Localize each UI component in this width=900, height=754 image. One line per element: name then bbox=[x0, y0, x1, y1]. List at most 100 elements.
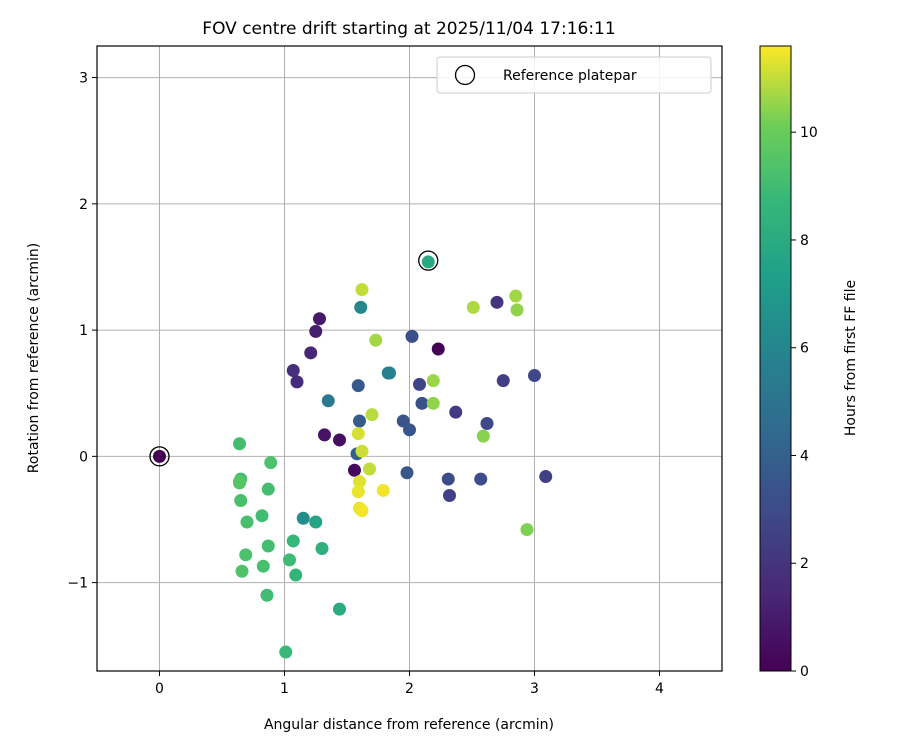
data-point bbox=[528, 369, 541, 383]
colorbar-gradient bbox=[759, 45, 792, 672]
colorbar-tick-label: 8 bbox=[800, 233, 809, 249]
chart-title: FOV centre drift starting at 2025/11/04 … bbox=[202, 19, 615, 39]
data-point bbox=[355, 444, 369, 458]
data-point bbox=[233, 475, 246, 489]
data-point bbox=[304, 346, 318, 360]
data-point bbox=[496, 374, 510, 388]
data-point bbox=[240, 515, 254, 529]
data-point bbox=[369, 333, 383, 347]
data-point bbox=[261, 482, 275, 496]
data-point bbox=[233, 437, 246, 451]
data-point bbox=[351, 427, 365, 441]
data-point bbox=[490, 295, 504, 309]
data-point bbox=[354, 300, 368, 314]
data-point bbox=[415, 396, 429, 410]
data-point bbox=[261, 539, 275, 553]
data-point bbox=[480, 417, 494, 431]
colorbar-ticks: 0 2 4 6 8 10 bbox=[791, 125, 818, 680]
data-point bbox=[264, 456, 278, 470]
data-point bbox=[405, 329, 419, 343]
data-point bbox=[256, 559, 270, 573]
colorbar-tick-label: 4 bbox=[800, 448, 809, 464]
data-point bbox=[286, 363, 300, 377]
data-point bbox=[400, 466, 414, 480]
x-axis-label: Angular distance from reference (arcmin) bbox=[264, 717, 554, 733]
colorbar-tick-label: 10 bbox=[800, 125, 818, 141]
x-tick-label: 0 bbox=[155, 681, 164, 697]
x-tick-label: 2 bbox=[405, 681, 414, 697]
colorbar-tick-label: 0 bbox=[800, 664, 809, 680]
reference-platepar-marker bbox=[149, 446, 170, 467]
data-point bbox=[351, 379, 365, 393]
data-point bbox=[403, 423, 416, 437]
data-point bbox=[431, 342, 445, 356]
y-tick-label: 3 bbox=[79, 71, 88, 87]
data-point bbox=[260, 588, 274, 602]
legend-label: Reference platepar bbox=[503, 68, 637, 84]
data-point bbox=[476, 429, 490, 443]
colorbar-label: Hours from first FF file bbox=[843, 280, 859, 436]
data-point bbox=[441, 472, 455, 486]
data-point bbox=[381, 366, 395, 380]
data-point bbox=[290, 375, 304, 389]
data-point bbox=[365, 408, 379, 422]
data-point bbox=[235, 564, 249, 578]
data-point bbox=[239, 548, 253, 562]
data-point bbox=[509, 289, 523, 303]
y-axis-label: Rotation from reference (arcmin) bbox=[26, 243, 42, 473]
legend: Reference platepar bbox=[436, 56, 712, 94]
y-tick-label: 2 bbox=[79, 197, 88, 213]
y-tick-label: 0 bbox=[79, 449, 88, 465]
grid-lines bbox=[97, 46, 722, 671]
data-point bbox=[296, 511, 310, 525]
data-point bbox=[313, 312, 326, 326]
reference-markers bbox=[149, 250, 439, 467]
legend-marker-icon bbox=[454, 64, 476, 86]
data-point bbox=[520, 523, 534, 537]
data-point bbox=[353, 414, 366, 428]
data-point bbox=[443, 488, 456, 502]
colorbar-tick-label: 6 bbox=[800, 341, 809, 357]
data-point bbox=[426, 374, 440, 388]
data-point bbox=[315, 542, 329, 556]
data-point bbox=[255, 509, 269, 523]
y-tick-label: 1 bbox=[79, 323, 88, 339]
data-point bbox=[510, 303, 524, 317]
data-points bbox=[153, 255, 553, 659]
data-point bbox=[413, 377, 426, 391]
data-point bbox=[421, 255, 435, 269]
data-point bbox=[333, 602, 346, 616]
data-point bbox=[348, 463, 361, 477]
data-point bbox=[309, 324, 323, 338]
data-point bbox=[289, 568, 303, 582]
data-point bbox=[426, 396, 440, 410]
colorbar-tick-label: 2 bbox=[800, 556, 809, 572]
reference-platepar-marker bbox=[418, 250, 439, 271]
colorbar: 0 2 4 6 8 10 Hours from first FF file bbox=[759, 45, 859, 680]
data-point bbox=[376, 483, 390, 497]
data-point bbox=[321, 394, 335, 408]
data-point bbox=[363, 462, 376, 476]
x-axis-ticks: 0 1 2 3 4 bbox=[155, 671, 664, 697]
data-point bbox=[234, 494, 248, 508]
data-point bbox=[351, 485, 365, 499]
data-point bbox=[474, 472, 488, 486]
data-point bbox=[466, 300, 480, 314]
x-tick-label: 1 bbox=[280, 681, 289, 697]
x-tick-label: 4 bbox=[655, 681, 664, 697]
data-point bbox=[153, 449, 166, 463]
y-axis-ticks: −1 0 1 2 3 bbox=[67, 71, 97, 592]
data-point bbox=[333, 433, 346, 447]
data-point bbox=[355, 283, 369, 297]
data-point bbox=[355, 504, 369, 518]
data-point bbox=[286, 534, 300, 548]
data-point bbox=[318, 428, 331, 442]
data-point bbox=[353, 475, 366, 489]
y-tick-label: −1 bbox=[67, 576, 88, 592]
data-point bbox=[539, 470, 553, 484]
data-point bbox=[279, 645, 293, 659]
x-tick-label: 3 bbox=[530, 681, 539, 697]
legend-box bbox=[436, 56, 712, 94]
